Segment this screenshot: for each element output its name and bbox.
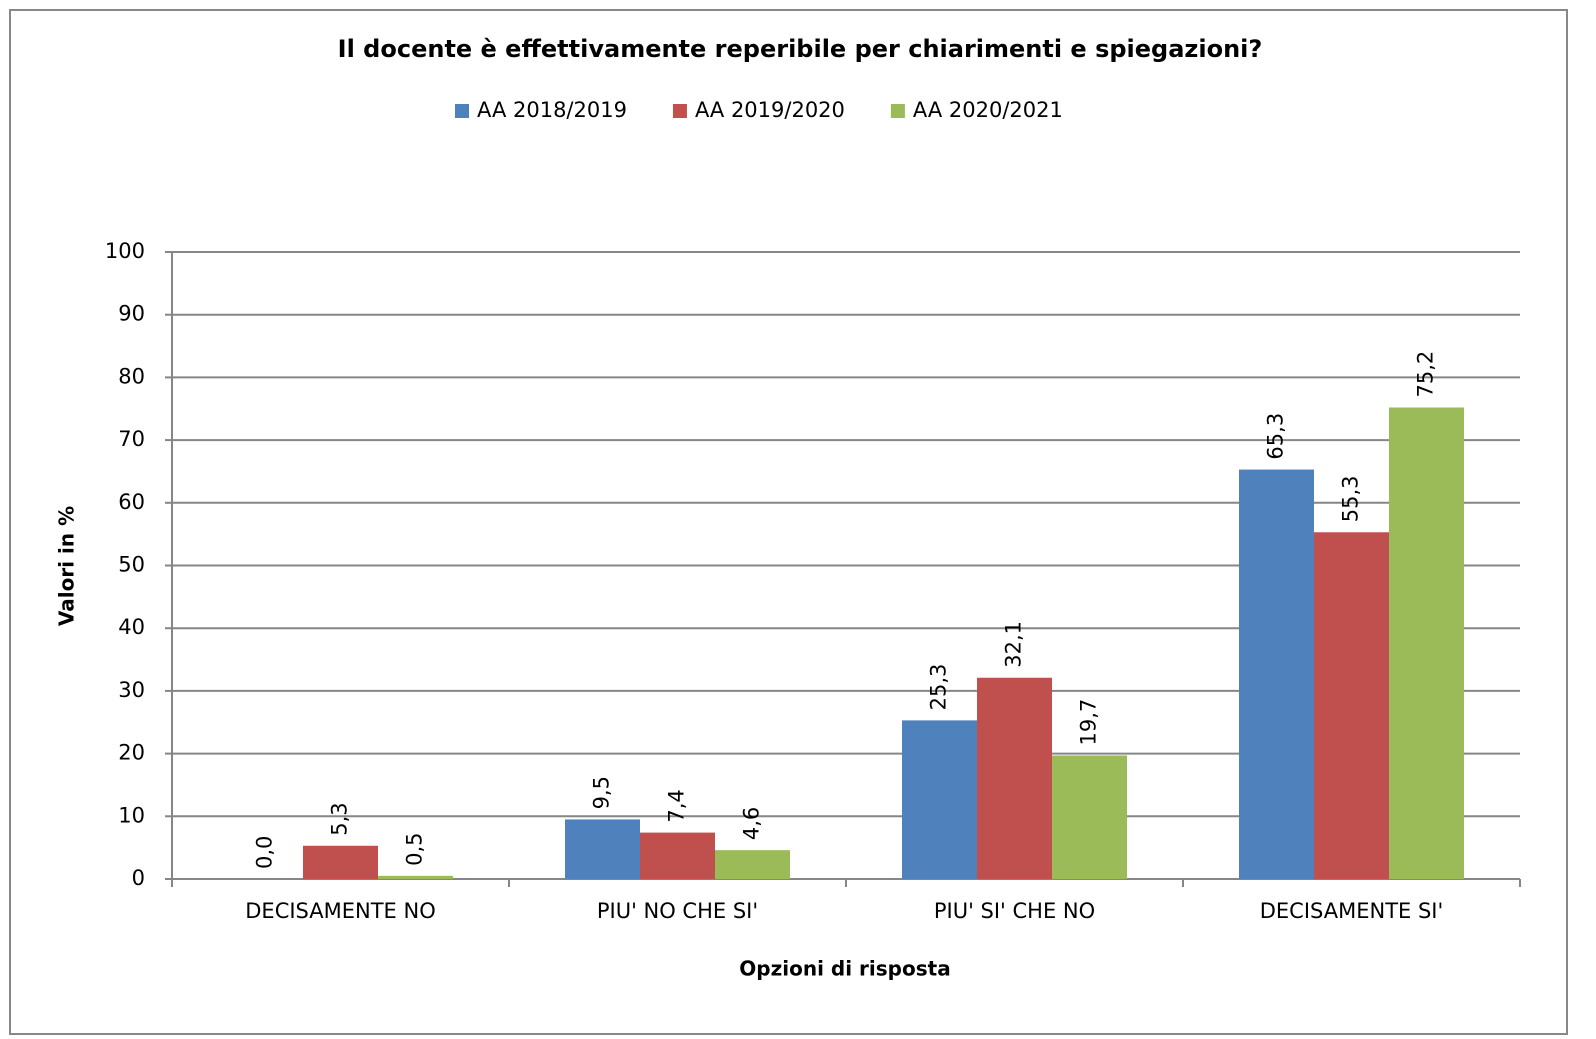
bar (1239, 469, 1314, 879)
legend-swatch (455, 104, 469, 118)
y-tick-label: 40 (118, 615, 145, 639)
y-tick-label: 100 (105, 239, 145, 263)
y-tick-label: 50 (118, 553, 145, 577)
data-label: 65,3 (1264, 413, 1288, 460)
legend-label: AA 2019/2020 (695, 98, 845, 122)
data-label: 7,4 (665, 789, 689, 822)
x-tick-label: DECISAMENTE NO (245, 899, 436, 923)
x-tick-label: DECISAMENTE SI' (1260, 899, 1444, 923)
legend-label: AA 2020/2021 (913, 98, 1063, 122)
bar (303, 845, 378, 879)
chart-border (9, 9, 1568, 1035)
legend-swatch (890, 104, 905, 118)
bar (565, 819, 640, 879)
data-label: 75,2 (1414, 351, 1438, 398)
y-tick-label: 20 (118, 741, 145, 765)
data-label: 0,5 (403, 832, 427, 865)
data-label: 32,1 (1002, 621, 1026, 668)
bar (715, 850, 790, 879)
bar (977, 677, 1052, 879)
x-tick-label: PIU' SI' CHE NO (934, 899, 1095, 923)
chart-title: Il docente è effettivamente reperibile p… (338, 35, 1263, 63)
data-label: 25,3 (927, 664, 951, 711)
data-label: 55,3 (1339, 476, 1363, 523)
y-axis-title: Valori in % (55, 506, 79, 626)
bar (378, 875, 453, 879)
y-tick-label: 30 (118, 678, 145, 702)
bar (1052, 755, 1127, 879)
y-tick-label: 10 (118, 803, 145, 827)
data-label: 9,5 (590, 776, 614, 809)
y-tick-label: 60 (118, 490, 145, 514)
y-tick-label: 70 (118, 427, 145, 451)
legend-label: AA 2018/2019 (477, 98, 627, 122)
bar (1314, 532, 1389, 879)
data-label: 5,3 (328, 802, 352, 835)
data-label: 0,0 (253, 836, 277, 869)
x-axis-title: Opzioni di risposta (739, 957, 950, 981)
x-tick-label: PIU' NO CHE SI' (597, 899, 758, 923)
y-tick-label: 0 (132, 866, 145, 890)
data-label: 19,7 (1077, 699, 1101, 746)
y-tick-label: 90 (118, 302, 145, 326)
legend-swatch (672, 104, 687, 118)
bar (902, 720, 977, 879)
bar (1389, 407, 1464, 879)
data-label: 4,6 (740, 807, 764, 840)
y-tick-label: 80 (118, 364, 145, 388)
bar (640, 832, 715, 879)
